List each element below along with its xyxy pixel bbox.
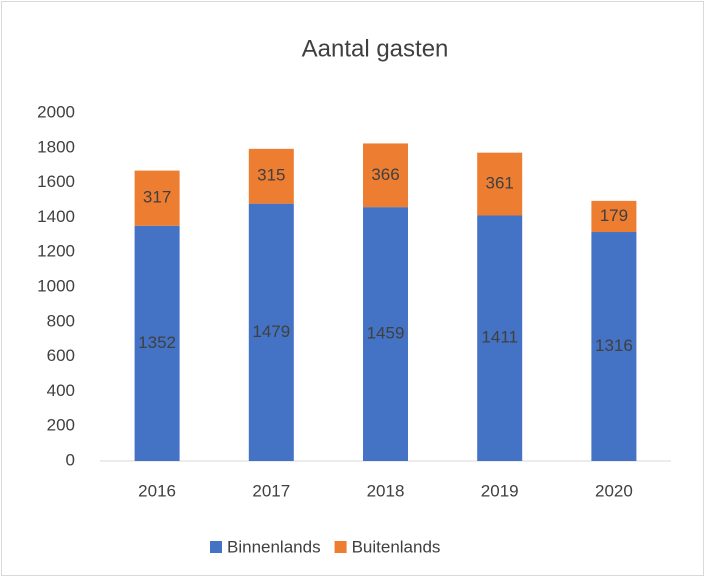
y-tick-label: 600 <box>47 346 75 365</box>
data-label: 1352 <box>138 333 176 352</box>
bar-segment <box>134 225 180 461</box>
y-tick-label: 0 <box>66 450 75 469</box>
data-label: 361 <box>486 174 514 193</box>
y-tick-label: 800 <box>47 311 75 330</box>
data-label: 1459 <box>367 324 405 343</box>
x-tick-label: 2018 <box>367 481 405 500</box>
bar-segment <box>477 215 523 461</box>
y-tick-label: 1400 <box>37 207 75 226</box>
y-tick-label: 1200 <box>37 242 75 261</box>
bar-segment <box>134 170 180 226</box>
data-label: 315 <box>257 166 285 185</box>
data-label: 1411 <box>481 328 518 347</box>
data-label: 1316 <box>595 336 633 355</box>
y-tick-label: 1600 <box>37 172 75 191</box>
y-tick-label: 1000 <box>37 276 75 295</box>
y-tick-label: 2000 <box>37 102 75 121</box>
y-tick-label: 400 <box>47 381 75 400</box>
data-label: 1479 <box>252 322 290 341</box>
x-tick-label: 2020 <box>595 481 633 500</box>
data-label: 179 <box>600 206 628 225</box>
bar-segment <box>363 207 408 461</box>
data-label: 366 <box>371 165 399 184</box>
bar-segment <box>591 200 637 233</box>
y-tick-label: 200 <box>47 416 75 435</box>
legend-swatch <box>210 541 222 553</box>
bar-segment <box>248 203 294 462</box>
bar-segment <box>248 148 294 204</box>
legend-label: Buitenlands <box>352 537 441 556</box>
bar-segment <box>363 143 408 208</box>
x-tick-label: 2016 <box>138 481 176 500</box>
x-tick-label: 2017 <box>252 481 290 500</box>
legend-swatch <box>334 541 347 553</box>
x-tick-label: 2019 <box>481 481 519 500</box>
y-tick-label: 1800 <box>37 137 75 156</box>
chart-title: Aantal gasten <box>302 35 449 62</box>
bar-segment <box>477 152 523 216</box>
bar-segment <box>591 232 637 461</box>
data-label: 317 <box>143 188 171 207</box>
legend-label: Binnenlands <box>227 537 321 556</box>
